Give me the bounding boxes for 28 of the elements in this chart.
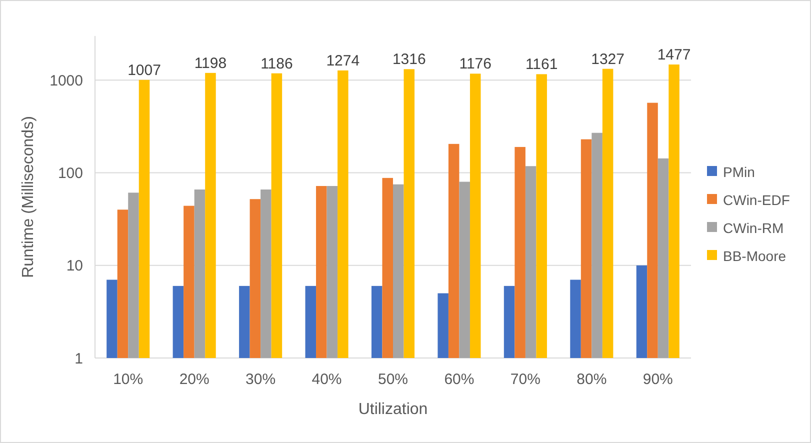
data-label: 1327 xyxy=(591,50,624,68)
data-label: 1274 xyxy=(326,52,360,70)
y-tick-label: 1 xyxy=(74,350,83,368)
x-tick-label: 70% xyxy=(510,371,540,388)
x-tick-label: 20% xyxy=(179,371,210,388)
data-label: 1186 xyxy=(260,55,293,72)
data-label: 1477 xyxy=(657,46,691,64)
x-tick-label: 80% xyxy=(576,371,607,388)
x-tick-label: 40% xyxy=(312,371,342,388)
y-tick-label: 100 xyxy=(58,165,83,182)
legend-label: PMin xyxy=(723,164,755,180)
data-label: 1198 xyxy=(194,54,227,72)
x-tick-label: 90% xyxy=(642,371,673,388)
x-tick-label: 30% xyxy=(246,371,276,388)
data-label: 1316 xyxy=(392,51,426,68)
legend-label: BB-Moore xyxy=(723,248,786,264)
data-label: 1007 xyxy=(128,62,161,79)
y-tick-label: 10 xyxy=(66,258,83,275)
x-tick-label: 60% xyxy=(444,371,474,388)
x-tick-label: 50% xyxy=(378,371,408,388)
y-axis-title: Runtime (Milliseconds) xyxy=(20,116,37,278)
x-axis-title: Utilization xyxy=(358,401,428,418)
data-label: 1176 xyxy=(459,56,492,73)
y-tick-label: 1000 xyxy=(50,72,83,90)
x-tick-label: 10% xyxy=(113,371,144,388)
legend-label: CWin-RM xyxy=(723,220,784,236)
data-label: 1161 xyxy=(525,56,558,74)
legend-label: CWin-EDF xyxy=(723,192,790,208)
